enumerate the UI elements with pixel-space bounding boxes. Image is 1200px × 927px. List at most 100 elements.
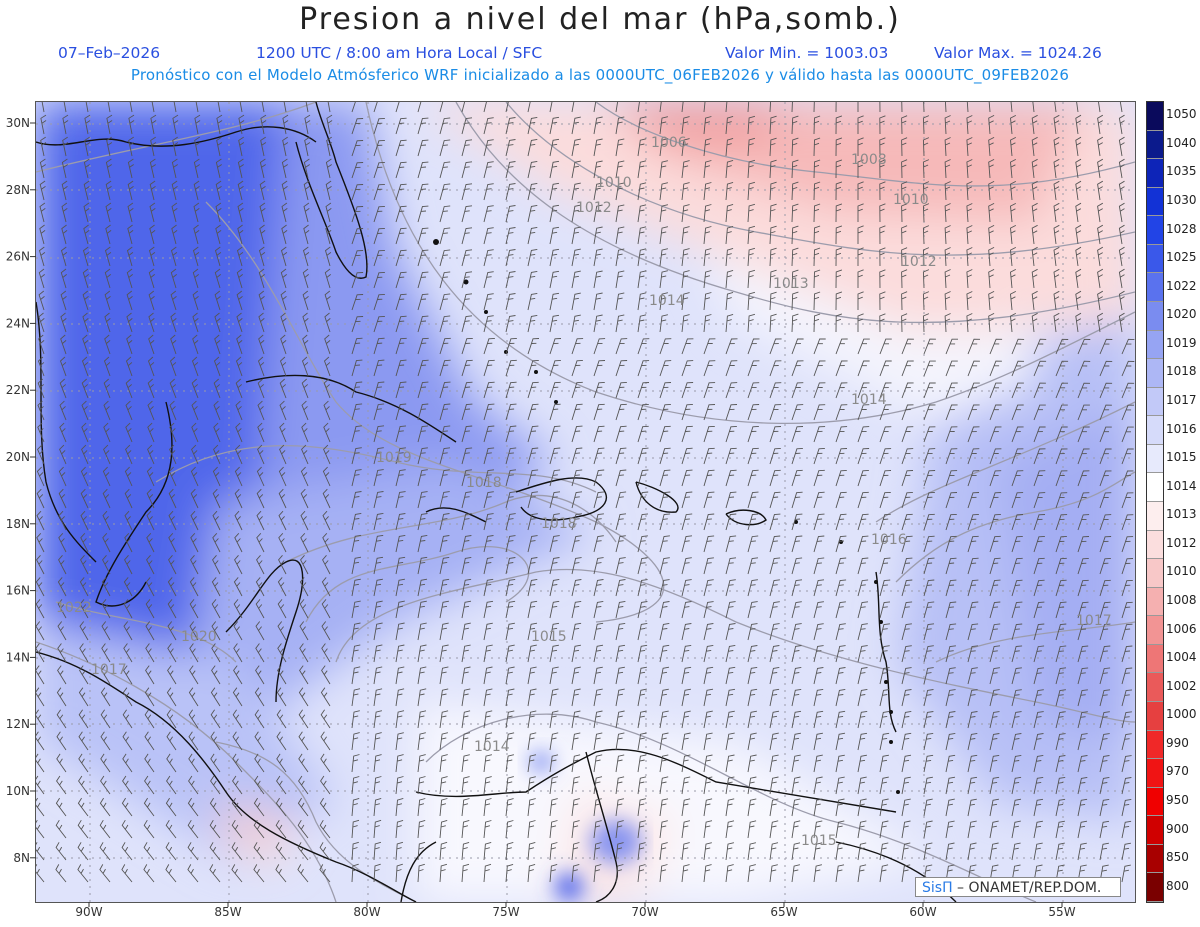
wind-barb	[39, 158, 46, 179]
wind-barb	[147, 400, 155, 421]
wind-barb	[769, 666, 780, 685]
wind-barb	[83, 180, 90, 201]
wind-barb	[1121, 558, 1134, 575]
wind-barb	[879, 513, 891, 531]
wind-barb	[1099, 557, 1111, 575]
wind-barb	[967, 711, 978, 729]
wind-barb	[302, 334, 309, 355]
wind-barb	[300, 488, 309, 509]
wind-barb	[439, 732, 449, 751]
wind-barb	[439, 381, 451, 399]
wind-barb	[351, 666, 361, 685]
wind-barb	[593, 820, 602, 839]
wind-barb	[106, 114, 113, 135]
wind-barb	[681, 557, 692, 575]
wind-barb	[439, 139, 451, 157]
wind-barb	[593, 710, 603, 729]
wind-barb	[461, 359, 473, 377]
wind-barb	[150, 136, 157, 157]
wind-barb	[989, 382, 1002, 399]
wind-barb	[835, 754, 845, 773]
wind-barb	[1121, 820, 1132, 839]
wind-barb	[238, 114, 245, 135]
wind-barb	[681, 248, 690, 267]
wind-barb	[461, 688, 471, 707]
wind-barb	[214, 268, 221, 289]
wind-barb	[659, 688, 669, 707]
wind-barb	[835, 623, 846, 641]
wind-barb	[195, 102, 199, 113]
wind-barb	[527, 182, 538, 201]
pressure-map[interactable]: 1006 1008 1010 1010 1012 1012 1013 1014 …	[35, 101, 1136, 903]
wind-barb	[945, 448, 958, 465]
wind-barb	[571, 270, 581, 289]
wind-barb	[82, 268, 89, 289]
lat-tick-label: 20N	[6, 450, 30, 464]
legend-label: 900	[1166, 821, 1189, 836]
wind-barb	[966, 102, 969, 113]
wind-barb	[461, 315, 473, 333]
wind-barb	[769, 338, 782, 355]
wind-barb	[593, 688, 603, 707]
wind-barb	[1077, 689, 1088, 707]
wind-barb	[703, 776, 713, 795]
wind-barb	[1099, 382, 1113, 399]
wind-barb	[373, 776, 382, 795]
wind-barb	[967, 732, 978, 751]
wind-barb	[281, 202, 288, 223]
wind-barb	[36, 709, 45, 729]
wind-barb	[967, 513, 979, 531]
wind-barb	[395, 381, 407, 399]
wind-barb	[351, 622, 361, 641]
lon-tick-label: 65W	[770, 905, 797, 919]
wind-barb	[82, 334, 89, 355]
wind-barb	[791, 579, 803, 597]
wind-barb	[395, 819, 404, 839]
wind-barb	[593, 204, 603, 223]
wind-barb	[260, 136, 267, 157]
wind-barb	[879, 269, 886, 289]
legend-label: 1025	[1166, 250, 1197, 265]
wind-barb	[549, 557, 560, 575]
wind-barb	[1077, 492, 1090, 509]
isobar-labels: 1006 1008 1010 1010 1012 1012 1013 1014 …	[56, 135, 1112, 849]
wind-barb	[461, 161, 473, 179]
wind-barb	[813, 137, 821, 157]
wind-barb	[857, 291, 864, 310]
wind-barb	[571, 644, 581, 663]
wind-barb	[615, 644, 626, 663]
legend-label: 1020	[1166, 307, 1197, 322]
wind-barb	[944, 181, 951, 201]
isobar-label: 1015	[531, 629, 567, 645]
wind-barb	[637, 292, 647, 311]
wind-barb	[439, 403, 451, 421]
wind-barb	[747, 776, 757, 795]
wind-barb	[417, 205, 429, 223]
wind-barb	[703, 688, 714, 707]
wind-barb	[483, 183, 494, 201]
wind-barb	[615, 622, 626, 641]
wind-barb	[637, 360, 650, 377]
wind-barb	[966, 291, 973, 311]
wind-barb	[1055, 864, 1065, 883]
wind-barb	[1033, 798, 1044, 817]
wind-barb	[659, 226, 669, 245]
map-canvas: 1006 1008 1010 1010 1012 1012 1013 1014 …	[36, 102, 1135, 902]
wind-barb	[857, 776, 867, 795]
wind-barb	[483, 754, 493, 773]
wind-barb	[461, 776, 470, 795]
wind-barb	[325, 158, 332, 179]
wind-barb	[483, 622, 493, 641]
wind-barb	[439, 688, 449, 707]
wind-barb	[527, 600, 538, 619]
wind-barb	[1011, 470, 1024, 487]
wind-barb	[637, 688, 647, 707]
wind-barb	[417, 798, 426, 817]
wind-barb	[165, 842, 177, 861]
wind-barb	[571, 732, 581, 751]
min-value: Valor Min. = 1003.03	[725, 44, 889, 62]
wind-barb	[681, 513, 693, 531]
wind-barb	[725, 313, 734, 333]
wind-barb	[395, 161, 407, 179]
wind-barb	[527, 798, 536, 817]
